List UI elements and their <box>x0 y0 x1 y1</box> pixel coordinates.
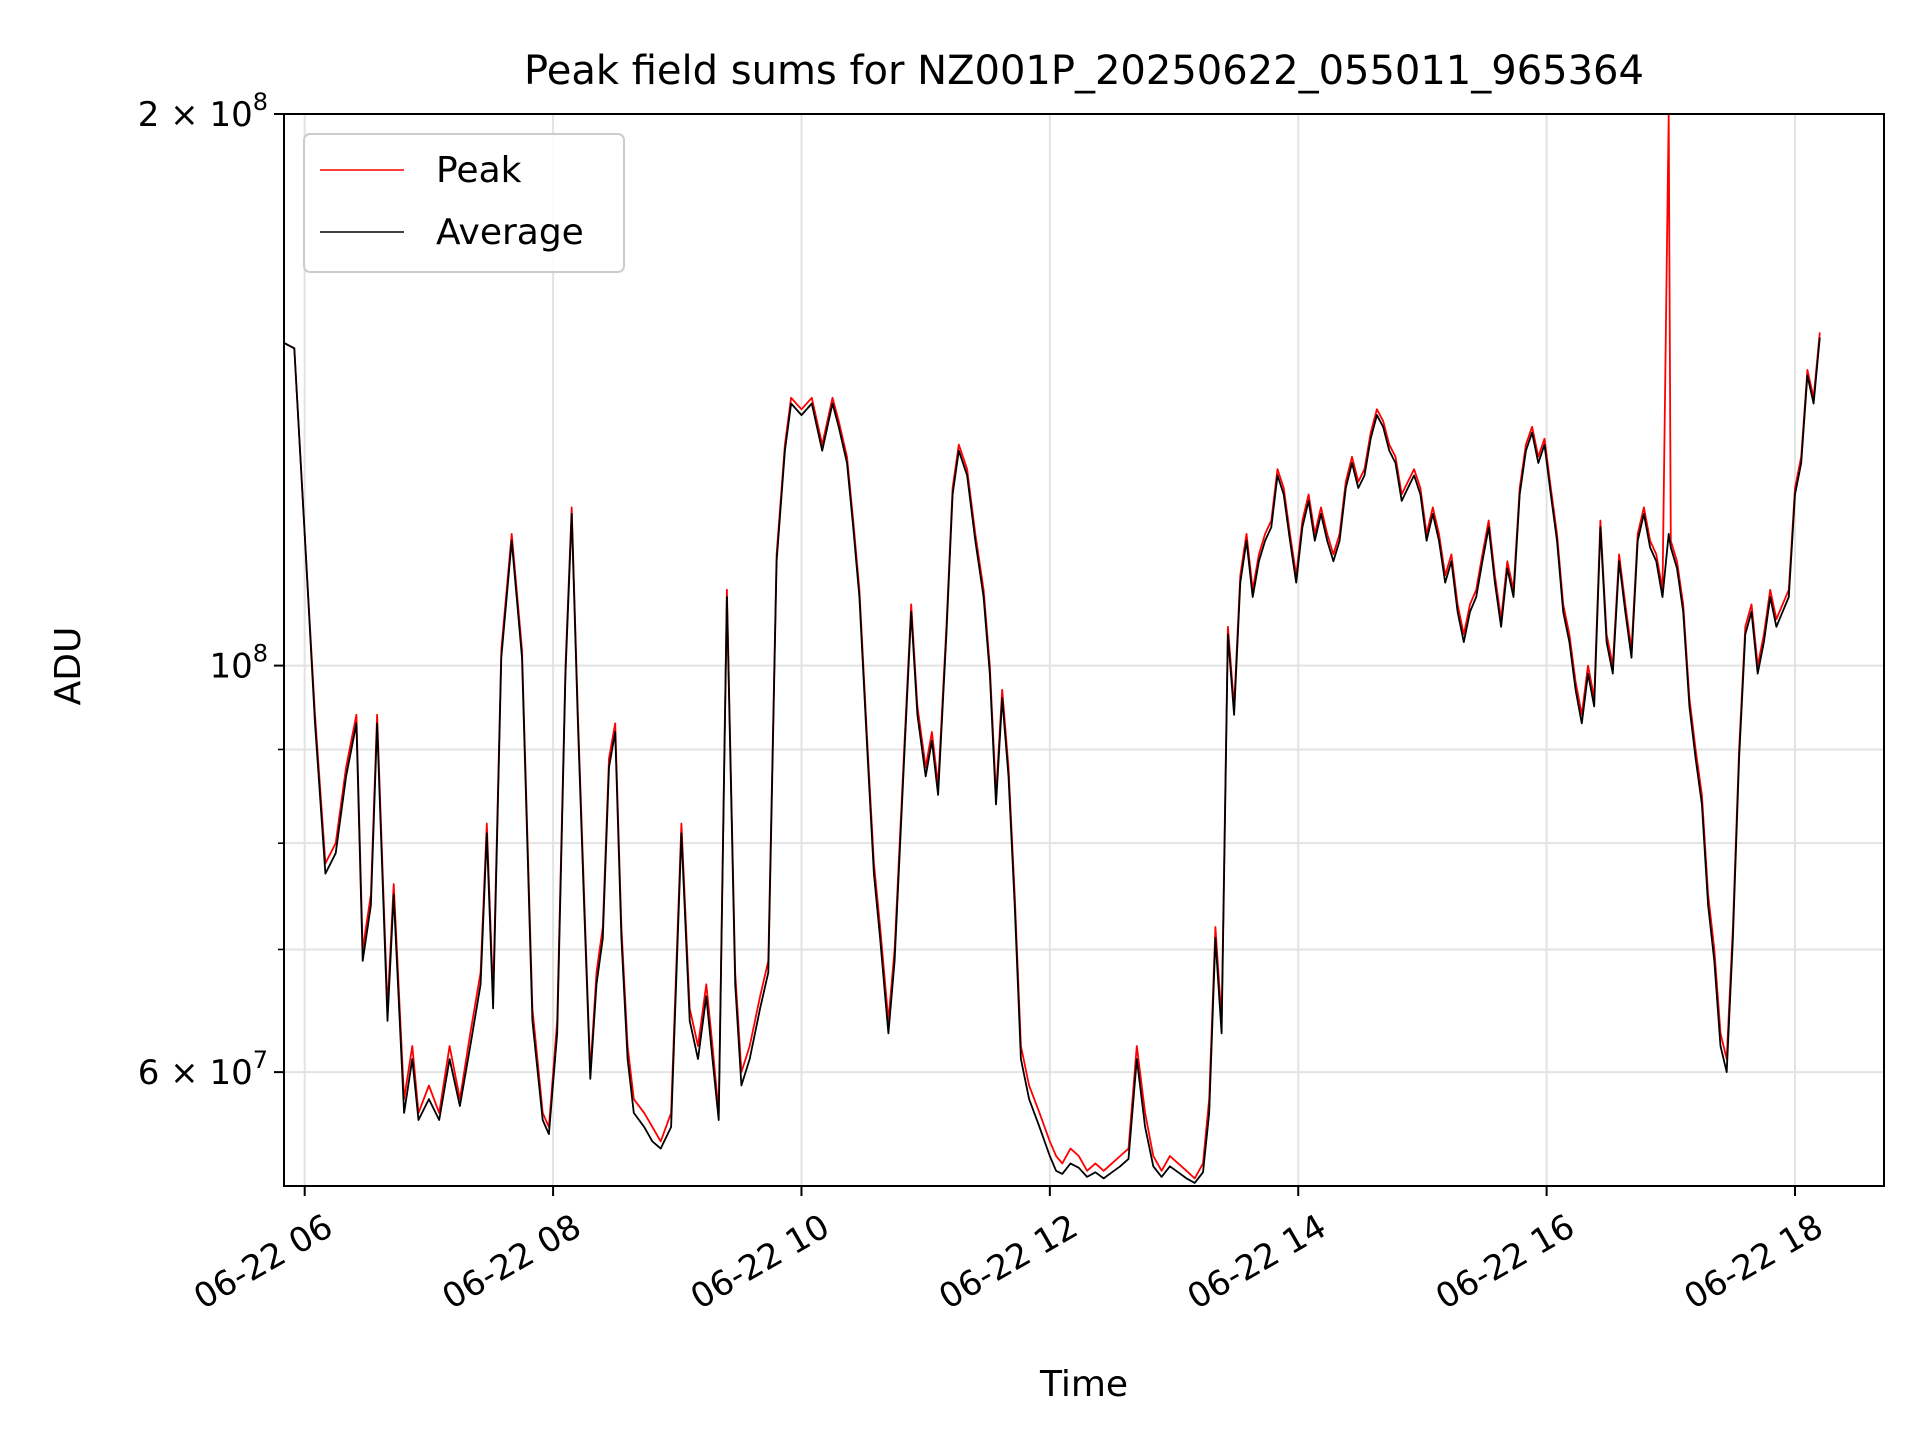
y-tick-label: 6 × 107 <box>138 1046 268 1093</box>
x-tick-label: 06-22 10 <box>684 1207 836 1318</box>
legend-box <box>303 133 625 273</box>
y-tick-label: 2 × 108 <box>138 88 268 135</box>
x-tick-label: 06-22 16 <box>1429 1207 1581 1318</box>
series-line-peak <box>283 113 1821 1180</box>
y-tick-label: 108 <box>209 640 268 687</box>
series-lines <box>283 113 1821 1184</box>
chart-title: Peak field sums for NZ001P_20250622_0550… <box>524 48 1644 94</box>
legend-label-average: Average <box>436 212 584 253</box>
grid <box>284 113 1884 1186</box>
x-tick-label: 06-22 12 <box>932 1207 1084 1318</box>
series-line-average <box>283 337 1821 1184</box>
y-axis-label: ADU <box>48 627 89 706</box>
x-tick-label: 06-22 08 <box>436 1207 588 1318</box>
plot-frame <box>283 113 1885 1187</box>
legend: Peak Average <box>303 133 625 273</box>
x-axis-label: Time <box>1039 1364 1128 1405</box>
x-tick-label: 06-22 06 <box>187 1207 339 1318</box>
x-tick-label: 06-22 18 <box>1678 1207 1830 1318</box>
x-tick-label: 06-22 14 <box>1181 1207 1333 1318</box>
legend-label-peak: Peak <box>436 150 522 191</box>
